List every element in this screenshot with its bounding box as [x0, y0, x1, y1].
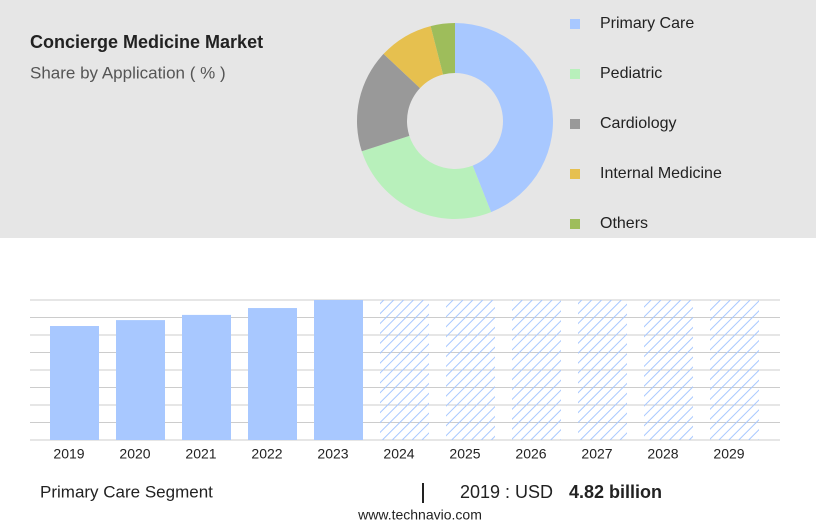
- chart-title: Concierge Medicine Market: [30, 32, 263, 52]
- donut-slice: [430, 23, 455, 75]
- footer-segment: Primary Care Segment: [40, 482, 213, 501]
- x-tick-label: 2020: [119, 446, 150, 462]
- legend-label: Internal Medicine: [600, 165, 722, 182]
- bar: [314, 300, 363, 440]
- x-tick-label: 2026: [515, 446, 546, 462]
- legend-label: Others: [600, 215, 648, 232]
- donut-slice: [357, 53, 421, 152]
- forecast-placeholder: [512, 300, 561, 440]
- x-tick-label: 2028: [647, 446, 678, 462]
- footer-year: 2019 : USD: [460, 482, 553, 502]
- x-tick-label: 2021: [185, 446, 216, 462]
- bar: [116, 320, 165, 440]
- donut-slice: [455, 23, 554, 213]
- forecast-placeholder: [578, 300, 627, 440]
- footer-value: 4.82 billion: [569, 482, 662, 502]
- legend-swatch: [570, 219, 580, 229]
- legend-swatch: [570, 169, 580, 179]
- x-tick-label: 2024: [383, 446, 414, 462]
- legend-swatch: [570, 19, 580, 29]
- x-tick-label: 2029: [713, 446, 744, 462]
- forecast-placeholder: [644, 300, 693, 440]
- x-tick-label: 2022: [251, 446, 282, 462]
- donut-slice: [383, 26, 444, 89]
- x-tick-label: 2025: [449, 446, 480, 462]
- legend-label: Pediatric: [600, 65, 662, 82]
- bar: [50, 326, 99, 440]
- x-tick-label: 2027: [581, 446, 612, 462]
- x-tick-label: 2019: [53, 446, 84, 462]
- x-tick-label: 2023: [317, 446, 348, 462]
- legend-swatch: [570, 69, 580, 79]
- legend-swatch: [570, 119, 580, 129]
- bar: [248, 308, 297, 440]
- chart-subtitle: Share by Application ( % ): [30, 63, 226, 82]
- source: www.technavio.com: [357, 507, 482, 523]
- forecast-placeholder: [380, 300, 429, 440]
- donut-slice: [361, 135, 492, 220]
- forecast-placeholder: [446, 300, 495, 440]
- legend-label: Cardiology: [600, 115, 676, 132]
- bar: [182, 314, 231, 440]
- legend-label: Primary Care: [600, 15, 694, 32]
- forecast-placeholder: [710, 300, 759, 440]
